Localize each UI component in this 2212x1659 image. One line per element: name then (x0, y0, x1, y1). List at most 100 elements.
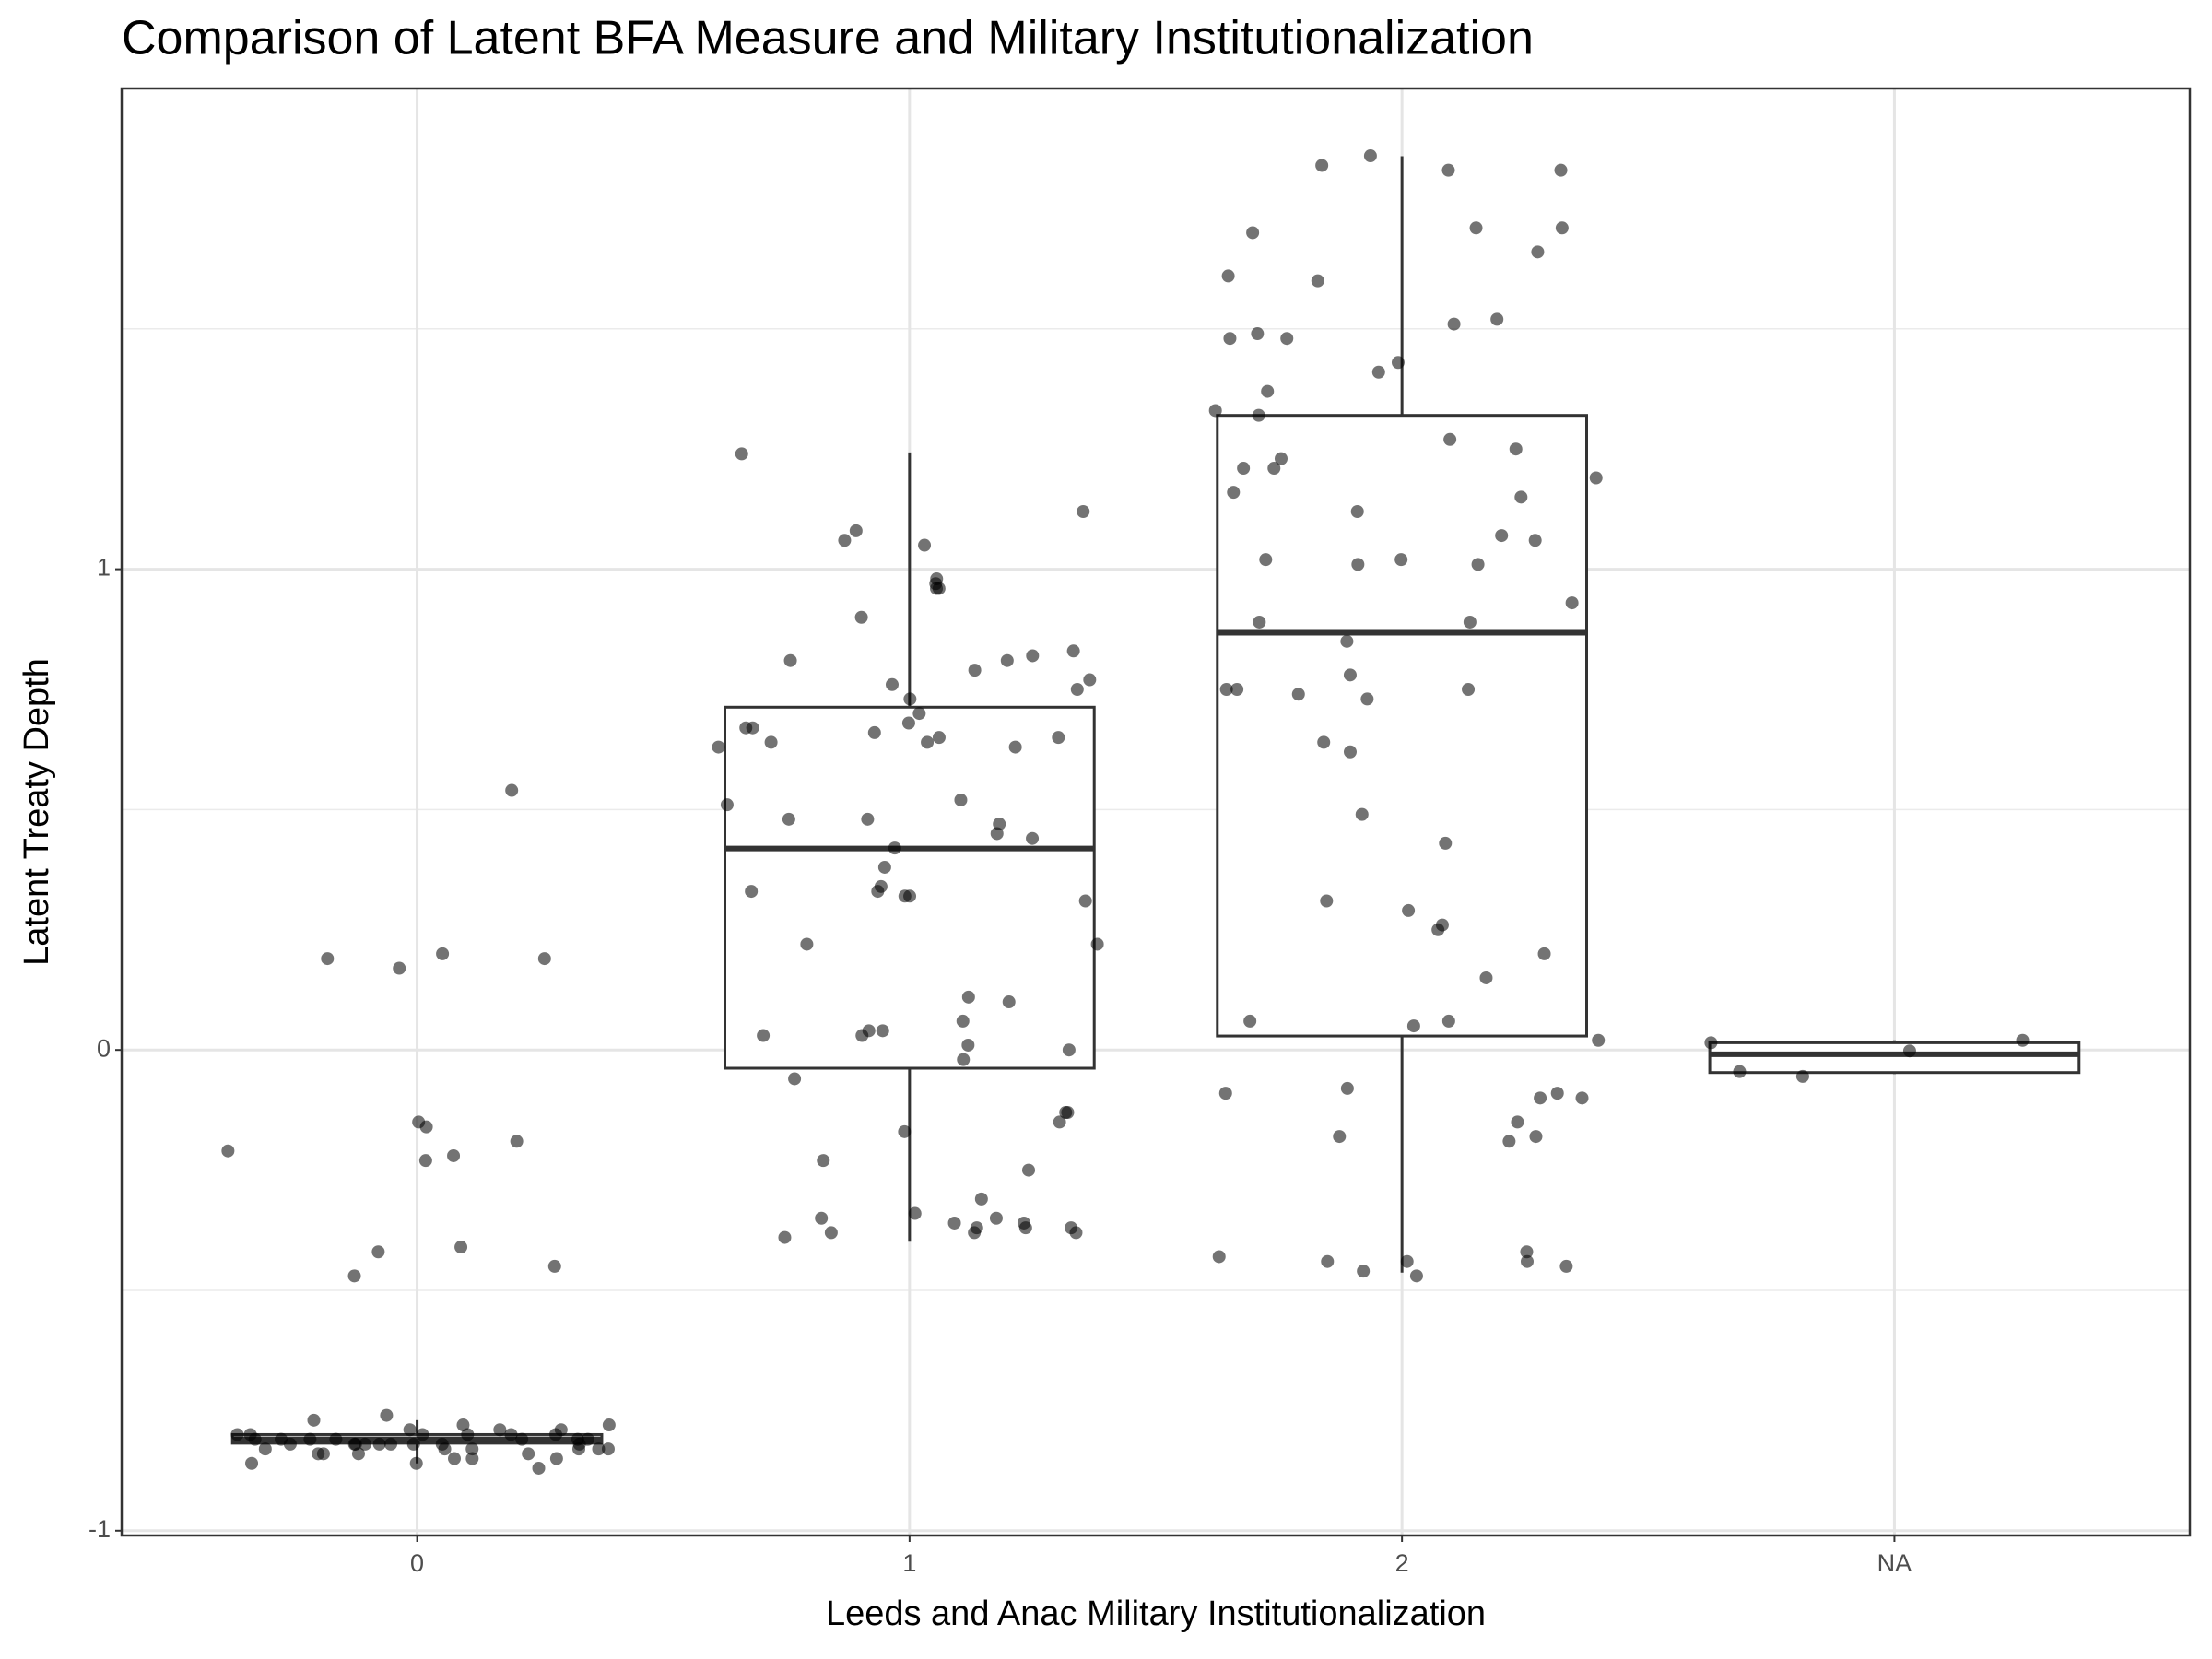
point (1053, 1115, 1066, 1129)
point (957, 1053, 971, 1066)
point (221, 1144, 235, 1158)
point (601, 1442, 615, 1456)
point (447, 1452, 461, 1465)
point (1357, 1265, 1371, 1278)
point (1267, 462, 1281, 476)
chart-title: Comparison of Latent BFA Measure and Mil… (122, 12, 1534, 65)
point (815, 1211, 829, 1225)
point (1026, 649, 1040, 663)
point (1531, 245, 1545, 259)
point (1230, 682, 1244, 696)
point (739, 721, 753, 735)
point (867, 725, 881, 739)
point (1291, 688, 1305, 701)
point (321, 952, 335, 966)
point (1221, 269, 1235, 283)
point (436, 947, 450, 960)
point (1059, 1105, 1073, 1119)
point (347, 1437, 361, 1451)
point (1219, 682, 1233, 696)
point (1447, 317, 1461, 331)
point (918, 538, 932, 552)
point (1223, 332, 1237, 346)
point (990, 827, 1004, 841)
box (724, 705, 1096, 1070)
point (838, 534, 852, 547)
point (1340, 634, 1354, 648)
point (461, 1428, 475, 1441)
point (532, 1461, 546, 1475)
point (515, 1432, 529, 1446)
point (1529, 1130, 1543, 1144)
point (898, 889, 912, 903)
point (1018, 1221, 1032, 1235)
point (406, 1437, 420, 1451)
point (861, 812, 875, 826)
box (1708, 1041, 2081, 1075)
x-tick-label: NA (1877, 1549, 1912, 1577)
point (1333, 1130, 1347, 1144)
point (454, 1241, 468, 1254)
point (1394, 553, 1408, 567)
point (393, 961, 406, 975)
point (465, 1452, 479, 1465)
point (1090, 937, 1104, 951)
point (854, 610, 868, 624)
point (1400, 1254, 1414, 1268)
point (347, 1269, 361, 1283)
point (1252, 408, 1265, 422)
point (522, 1447, 535, 1461)
point (956, 1014, 970, 1028)
point (1439, 836, 1453, 850)
point (1495, 529, 1509, 543)
x-tick-label: 0 (410, 1549, 424, 1577)
point (1554, 163, 1568, 177)
point (1443, 432, 1457, 446)
point (908, 1206, 922, 1220)
point (465, 1442, 479, 1456)
plot-border (120, 87, 2192, 1537)
point (1315, 159, 1329, 172)
point (745, 885, 759, 899)
point (961, 1038, 975, 1052)
point (778, 1230, 792, 1244)
point (230, 1428, 244, 1441)
point (817, 1154, 830, 1168)
point (258, 1442, 272, 1456)
point (1355, 807, 1369, 821)
point (877, 860, 891, 874)
point (1066, 644, 1080, 658)
point (930, 582, 944, 595)
point (416, 1428, 429, 1441)
point (456, 1418, 470, 1432)
point (1259, 553, 1273, 567)
point (1733, 1065, 1747, 1078)
point (932, 731, 946, 745)
point (1274, 452, 1288, 465)
point (504, 1428, 518, 1441)
point (1321, 1254, 1335, 1268)
point (993, 818, 1006, 831)
point (1406, 1019, 1420, 1033)
point (782, 812, 795, 826)
point (788, 1072, 802, 1086)
point (1002, 995, 1016, 1009)
point (602, 1418, 616, 1432)
point (1490, 312, 1504, 326)
point (1514, 490, 1528, 504)
point (1022, 1163, 1036, 1177)
point (764, 735, 778, 749)
point (1320, 894, 1334, 908)
point (1363, 149, 1377, 163)
point (1704, 1036, 1718, 1050)
point (419, 1120, 433, 1134)
point (1431, 923, 1445, 936)
point (757, 1029, 771, 1042)
point (1441, 1014, 1455, 1028)
point (1469, 221, 1483, 235)
point (1592, 1033, 1606, 1047)
point (1902, 1044, 1916, 1058)
point (989, 1211, 1003, 1225)
